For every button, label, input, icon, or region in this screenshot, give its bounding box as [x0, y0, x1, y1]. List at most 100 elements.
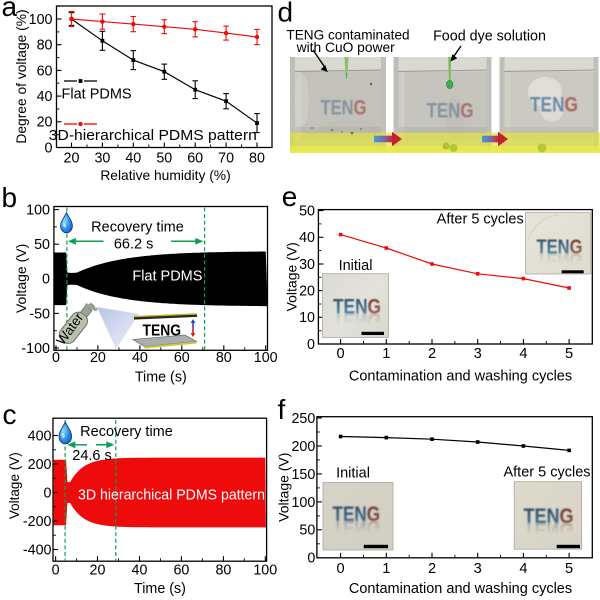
svg-text:TENG: TENG: [321, 97, 367, 120]
svg-text:100: 100: [291, 495, 315, 511]
svg-text:0: 0: [44, 485, 52, 501]
svg-text:150: 150: [291, 467, 315, 483]
svg-text:50: 50: [34, 237, 50, 253]
svg-text:2: 2: [428, 561, 436, 577]
svg-text:50: 50: [156, 151, 172, 167]
svg-text:20: 20: [64, 151, 80, 167]
svg-text:10: 10: [299, 310, 315, 326]
svg-text:40: 40: [132, 563, 148, 579]
svg-text:TENG: TENG: [537, 249, 583, 271]
svg-text:e: e: [282, 181, 298, 212]
svg-text:100: 100: [26, 203, 50, 219]
svg-text:1: 1: [382, 346, 390, 362]
svg-text:60: 60: [174, 350, 190, 366]
svg-text:Flat PDMS: Flat PDMS: [62, 87, 132, 103]
svg-text:TENG: TENG: [143, 323, 182, 340]
svg-text:3D-hierarchical PDMS pattern: 3D-hierarchical PDMS pattern: [49, 127, 257, 144]
svg-text:1: 1: [382, 561, 390, 577]
svg-text:70: 70: [218, 151, 234, 167]
svg-text:TENG: TENG: [427, 100, 474, 123]
svg-text:5: 5: [565, 561, 573, 577]
svg-text:0: 0: [45, 140, 53, 156]
svg-text:After 5 cycles: After 5 cycles: [437, 212, 524, 228]
svg-text:200: 200: [28, 457, 52, 473]
svg-text:30: 30: [299, 257, 315, 273]
svg-text:2: 2: [428, 346, 436, 362]
svg-text:Voltage (V): Voltage (V): [7, 452, 22, 519]
svg-text:Voltage (V): Voltage (V): [284, 242, 300, 311]
svg-text:20: 20: [37, 115, 53, 131]
svg-text:0: 0: [307, 337, 315, 353]
svg-text:TENG: TENG: [333, 503, 381, 526]
svg-text:b: b: [2, 182, 18, 213]
svg-text:-400: -400: [23, 542, 52, 558]
svg-text:with CuO power: with CuO power: [296, 40, 396, 55]
svg-text:50: 50: [299, 204, 315, 220]
svg-text:60: 60: [173, 563, 189, 579]
svg-text:4: 4: [519, 346, 527, 362]
svg-text:TENG: TENG: [524, 505, 574, 528]
svg-text:80: 80: [216, 350, 232, 366]
svg-text:-50: -50: [29, 306, 50, 322]
svg-text:100: 100: [254, 350, 278, 366]
svg-text:0: 0: [337, 346, 345, 362]
svg-text:Recovery time: Recovery time: [91, 220, 184, 236]
svg-text:TENG: TENG: [537, 237, 583, 259]
svg-text:After 5 cycles: After 5 cycles: [503, 465, 590, 481]
svg-text:80: 80: [37, 38, 53, 54]
svg-text:Voltage (V): Voltage (V): [276, 453, 292, 522]
svg-text:20: 20: [90, 350, 106, 366]
svg-text:f: f: [278, 394, 286, 425]
svg-text:40: 40: [125, 151, 141, 167]
svg-text:Contamination and washing cycl: Contamination and washing cycles: [349, 368, 572, 384]
svg-text:TENG: TENG: [530, 94, 578, 117]
svg-text:-100: -100: [21, 341, 50, 357]
svg-text:40: 40: [132, 350, 148, 366]
svg-text:60: 60: [37, 63, 53, 79]
svg-text:Degree of voltage (%): Degree of voltage (%): [14, 9, 29, 143]
svg-text:40: 40: [37, 89, 53, 105]
svg-text:30: 30: [94, 151, 110, 167]
svg-text:0: 0: [42, 272, 50, 288]
svg-text:Initial: Initial: [336, 466, 370, 482]
svg-text:Time (s): Time (s): [134, 581, 186, 597]
svg-text:66.2 s: 66.2 s: [114, 236, 154, 252]
svg-text:80: 80: [249, 151, 265, 167]
svg-text:TENG: TENG: [333, 516, 381, 539]
svg-text:Relative humidity (%): Relative humidity (%): [100, 168, 230, 183]
svg-text:100: 100: [253, 563, 277, 579]
svg-text:Voltage (V): Voltage (V): [13, 244, 29, 313]
svg-text:5: 5: [565, 346, 573, 362]
svg-text:Flat PDMS: Flat PDMS: [132, 268, 202, 284]
svg-text:3: 3: [474, 346, 482, 362]
svg-text:3: 3: [474, 561, 482, 577]
svg-text:Food dye solution: Food dye solution: [433, 28, 546, 44]
svg-text:20: 20: [299, 284, 315, 300]
svg-text:60: 60: [187, 151, 203, 167]
svg-text:20: 20: [90, 563, 106, 579]
svg-text:TENG: TENG: [333, 309, 381, 332]
svg-text:TENG: TENG: [524, 518, 574, 541]
svg-text:Contamination and washing cycl: Contamination and washing cycles: [349, 581, 572, 597]
svg-text:100: 100: [29, 12, 53, 28]
svg-text:40: 40: [299, 230, 315, 246]
svg-text:24.6 s: 24.6 s: [72, 448, 112, 464]
svg-text:TENG: TENG: [333, 296, 381, 319]
svg-text:4: 4: [519, 561, 527, 577]
svg-text:Time (s): Time (s): [135, 370, 187, 386]
svg-text:c: c: [3, 399, 17, 430]
svg-text:80: 80: [215, 563, 231, 579]
svg-text:0: 0: [52, 563, 60, 579]
svg-text:50: 50: [299, 523, 315, 539]
svg-text:Recovery time: Recovery time: [80, 424, 173, 440]
svg-text:d: d: [278, 0, 294, 28]
svg-text:-200: -200: [23, 514, 52, 530]
svg-text:a: a: [2, 0, 18, 22]
svg-text:250: 250: [291, 411, 315, 427]
svg-text:0: 0: [337, 561, 345, 577]
svg-text:400: 400: [28, 428, 52, 444]
svg-text:0: 0: [307, 551, 315, 567]
svg-text:0: 0: [52, 350, 60, 366]
svg-text:200: 200: [291, 439, 315, 455]
svg-text:3D hierarchical PDMS pattern: 3D hierarchical PDMS pattern: [78, 488, 265, 504]
